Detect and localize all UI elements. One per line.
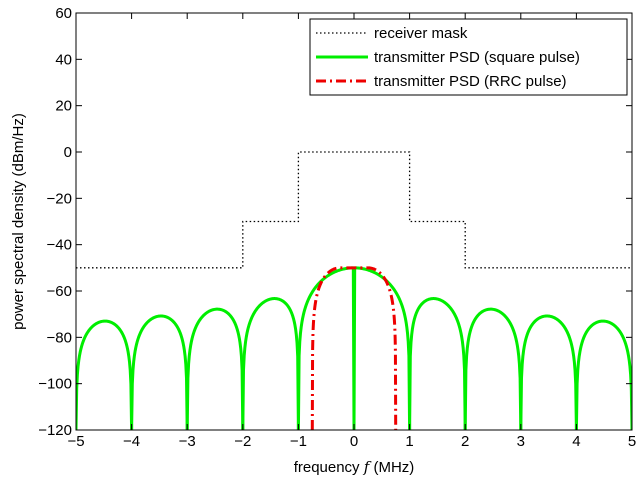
x-axis-label-prefix: frequency — [294, 459, 364, 476]
tick-layer: −5 −4 −3 −2 −1 0 1 2 3 4 5 −120 −100 −80 −60 −40 −20 0 20 4… — [38, 5, 636, 450]
legend: receiver mask transmitter PSD (square pul… — [309, 18, 628, 96]
series-square-pulse-psd-lobe — [463, 307, 523, 430]
series-square-pulse-psd-lobe — [519, 314, 578, 430]
y-tick-label: 60 — [55, 5, 72, 22]
x-tick-label: −1 — [290, 433, 307, 450]
x-axis-label-suffix: (MHz) — [369, 459, 414, 476]
x-tick-label: −3 — [179, 433, 196, 450]
series-square-pulse-psd-lobe — [76, 319, 134, 430]
series-square-pulse-psd-lobe — [296, 266, 356, 430]
series-square-pulse-psd-lobe — [130, 314, 189, 430]
series-rrc-pulse-psd — [310, 266, 398, 430]
series-square-pulse-psd-lobe — [185, 307, 245, 430]
y-tick-label: −40 — [47, 237, 72, 254]
y-tick-label: −80 — [47, 329, 72, 346]
y-tick-label: 20 — [55, 98, 72, 115]
y-tick-label: −120 — [38, 422, 72, 439]
series-square-pulse-psd-lobe — [352, 266, 412, 430]
y-axis-label: power spectral density (dBm/Hz) — [10, 113, 27, 330]
series-square-pulse-psd-lobe — [241, 297, 300, 430]
legend-label: receiver mask — [374, 25, 468, 42]
legend-label: transmitter PSD (square pulse) — [374, 49, 580, 66]
y-tick-label: −60 — [47, 283, 72, 300]
y-tick-label: −100 — [38, 376, 72, 393]
y-tick-label: 0 — [64, 144, 72, 161]
series-square-pulse-psd-lobe — [408, 297, 467, 430]
x-tick-label: 4 — [572, 433, 580, 450]
x-tick-label: 0 — [350, 433, 358, 450]
legend-label: transmitter PSD (RRC pulse) — [374, 73, 567, 90]
x-axis-label: frequency f (MHz) — [294, 458, 415, 476]
y-tick-label: 40 — [55, 51, 72, 68]
x-tick-label: −5 — [67, 433, 84, 450]
x-tick-label: 1 — [405, 433, 413, 450]
series-layer — [76, 151, 632, 430]
x-tick-label: 5 — [628, 433, 636, 450]
x-tick-label: 3 — [517, 433, 525, 450]
x-tick-label: 2 — [461, 433, 469, 450]
x-tick-label: −4 — [123, 433, 140, 450]
y-tick-label: −20 — [47, 190, 72, 207]
x-axis-label-variable: f — [363, 458, 372, 476]
series-square-pulse-psd-lobe — [574, 319, 632, 430]
x-tick-label: −2 — [234, 433, 251, 450]
